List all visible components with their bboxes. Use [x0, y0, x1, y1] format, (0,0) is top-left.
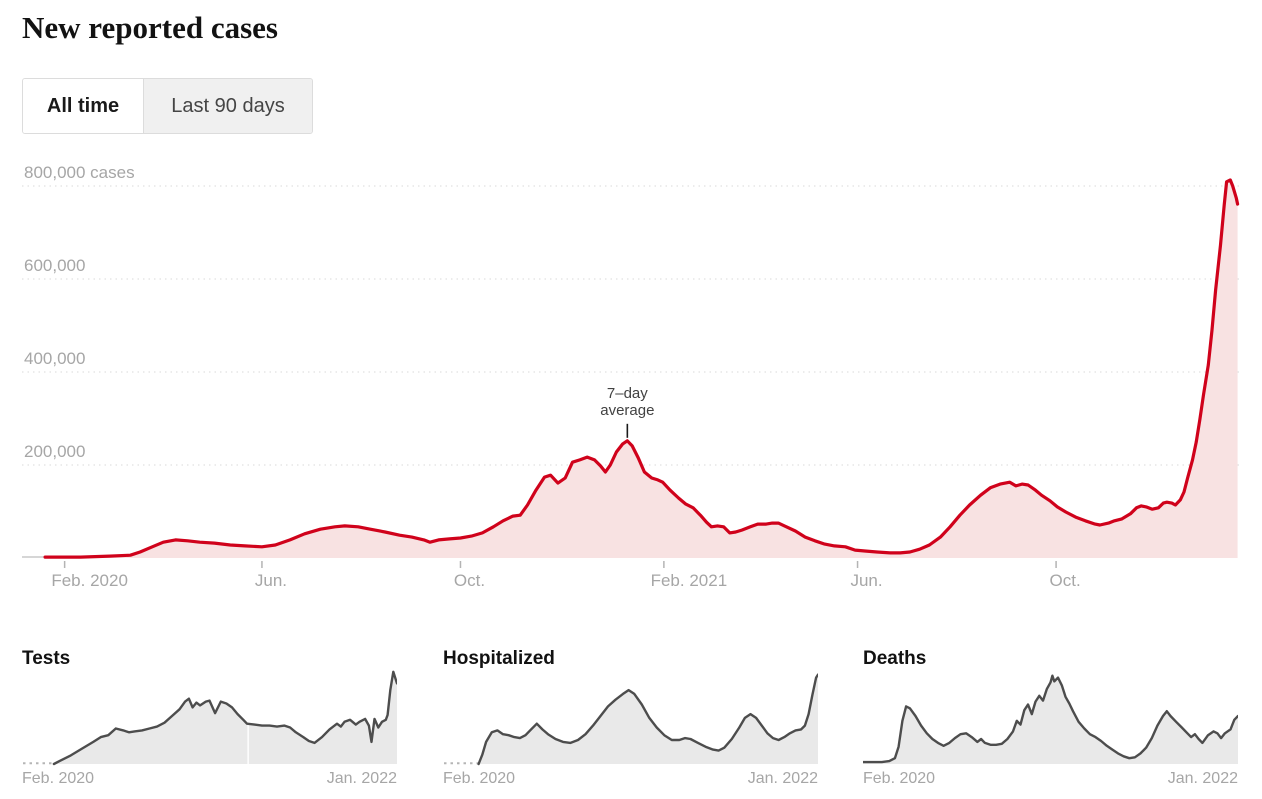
deaths-line	[863, 674, 1238, 764]
tests-title: Tests	[22, 648, 71, 669]
time-range-toggle: All time Last 90 days	[22, 78, 313, 134]
y-axis-label-400k: 400,000	[24, 349, 86, 368]
deaths-area-fill	[863, 675, 1238, 764]
hospitalized-area-fill	[478, 674, 818, 764]
toggle-all-time[interactable]: All time	[23, 79, 144, 133]
tests-x-label-start: Feb. 2020	[22, 770, 95, 787]
hospitalized-line	[477, 673, 818, 766]
small-chart-deaths: Deaths Feb. 2020 Jan. 2022	[863, 648, 1238, 793]
seven-day-average-annotation: 7–day average	[600, 385, 654, 419]
tests-x-axis: Feb. 2020 Jan. 2022	[22, 770, 397, 788]
tests-x-label-end: Jan. 2022	[326, 770, 397, 787]
toggle-last-90-days[interactable]: Last 90 days	[144, 79, 312, 133]
main-cases-chart: 200,000 400,000 600,000 800,000 cases Feb. 2…	[0, 160, 1262, 605]
x-axis-label-oct-: Oct.	[1049, 571, 1081, 590]
x-axis-label-feb-2020: Feb. 2020	[51, 571, 128, 590]
hospitalized-x-axis: Feb. 2020 Jan. 2022	[443, 770, 818, 788]
annotation-line-2: average	[600, 401, 655, 419]
annotation-line-1: 7–day	[606, 384, 648, 402]
x-axis-label-feb-2021: Feb. 2021	[650, 571, 728, 590]
page-title: New reported cases	[22, 10, 278, 45]
hospitalized-x-label-end: Jan. 2022	[747, 770, 818, 787]
x-axis-label-oct-: Oct.	[453, 571, 486, 590]
deaths-title: Deaths	[863, 648, 927, 669]
deaths-x-label-end: Jan. 2022	[1167, 770, 1238, 787]
tests-area-fill	[53, 671, 397, 764]
y-axis-label-200k: 200,000	[24, 442, 86, 461]
x-axis-label-jun-: Jun.	[254, 571, 288, 590]
y-axis-label-800k: 800,000 cases	[24, 163, 135, 182]
small-chart-hospitalized: Hospitalized Feb. 2020 Jan. 2022	[443, 648, 818, 793]
tests-line	[52, 670, 397, 766]
small-chart-tests: Tests Feb. 2020 Jan. 2022	[22, 648, 397, 793]
deaths-x-axis: Feb. 2020 Jan. 2022	[863, 770, 1238, 788]
deaths-x-label-start: Feb. 2020	[863, 770, 936, 787]
tests-chart-canvas	[23, 670, 397, 766]
cases-line	[43, 178, 1240, 559]
cases-area-fill	[45, 180, 1238, 558]
y-axis-label-600k: 600,000	[24, 256, 86, 275]
deaths-chart-canvas	[863, 674, 1238, 764]
hospitalized-chart-canvas	[444, 673, 818, 766]
x-axis-label-jun-: Jun.	[850, 571, 883, 590]
hospitalized-x-label-start: Feb. 2020	[443, 770, 516, 787]
cases-chart-canvas	[22, 178, 1240, 568]
hospitalized-title: Hospitalized	[443, 648, 555, 669]
